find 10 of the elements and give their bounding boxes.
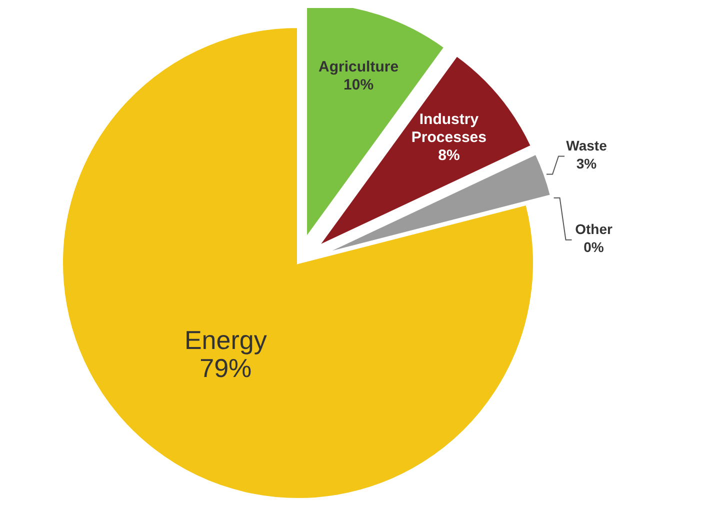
slice-label: Waste [566,137,608,154]
slice-label: Agriculture [318,58,399,76]
data-label: 79% [200,353,252,384]
data-label: 8% [438,147,460,164]
data-label: 10% [344,76,374,94]
slice-label: Energy [184,325,267,356]
category-label: Other [575,220,612,237]
data-label: 3% [576,155,598,172]
text: 0% [584,238,604,255]
slice-label: Industry Processes [411,111,486,146]
